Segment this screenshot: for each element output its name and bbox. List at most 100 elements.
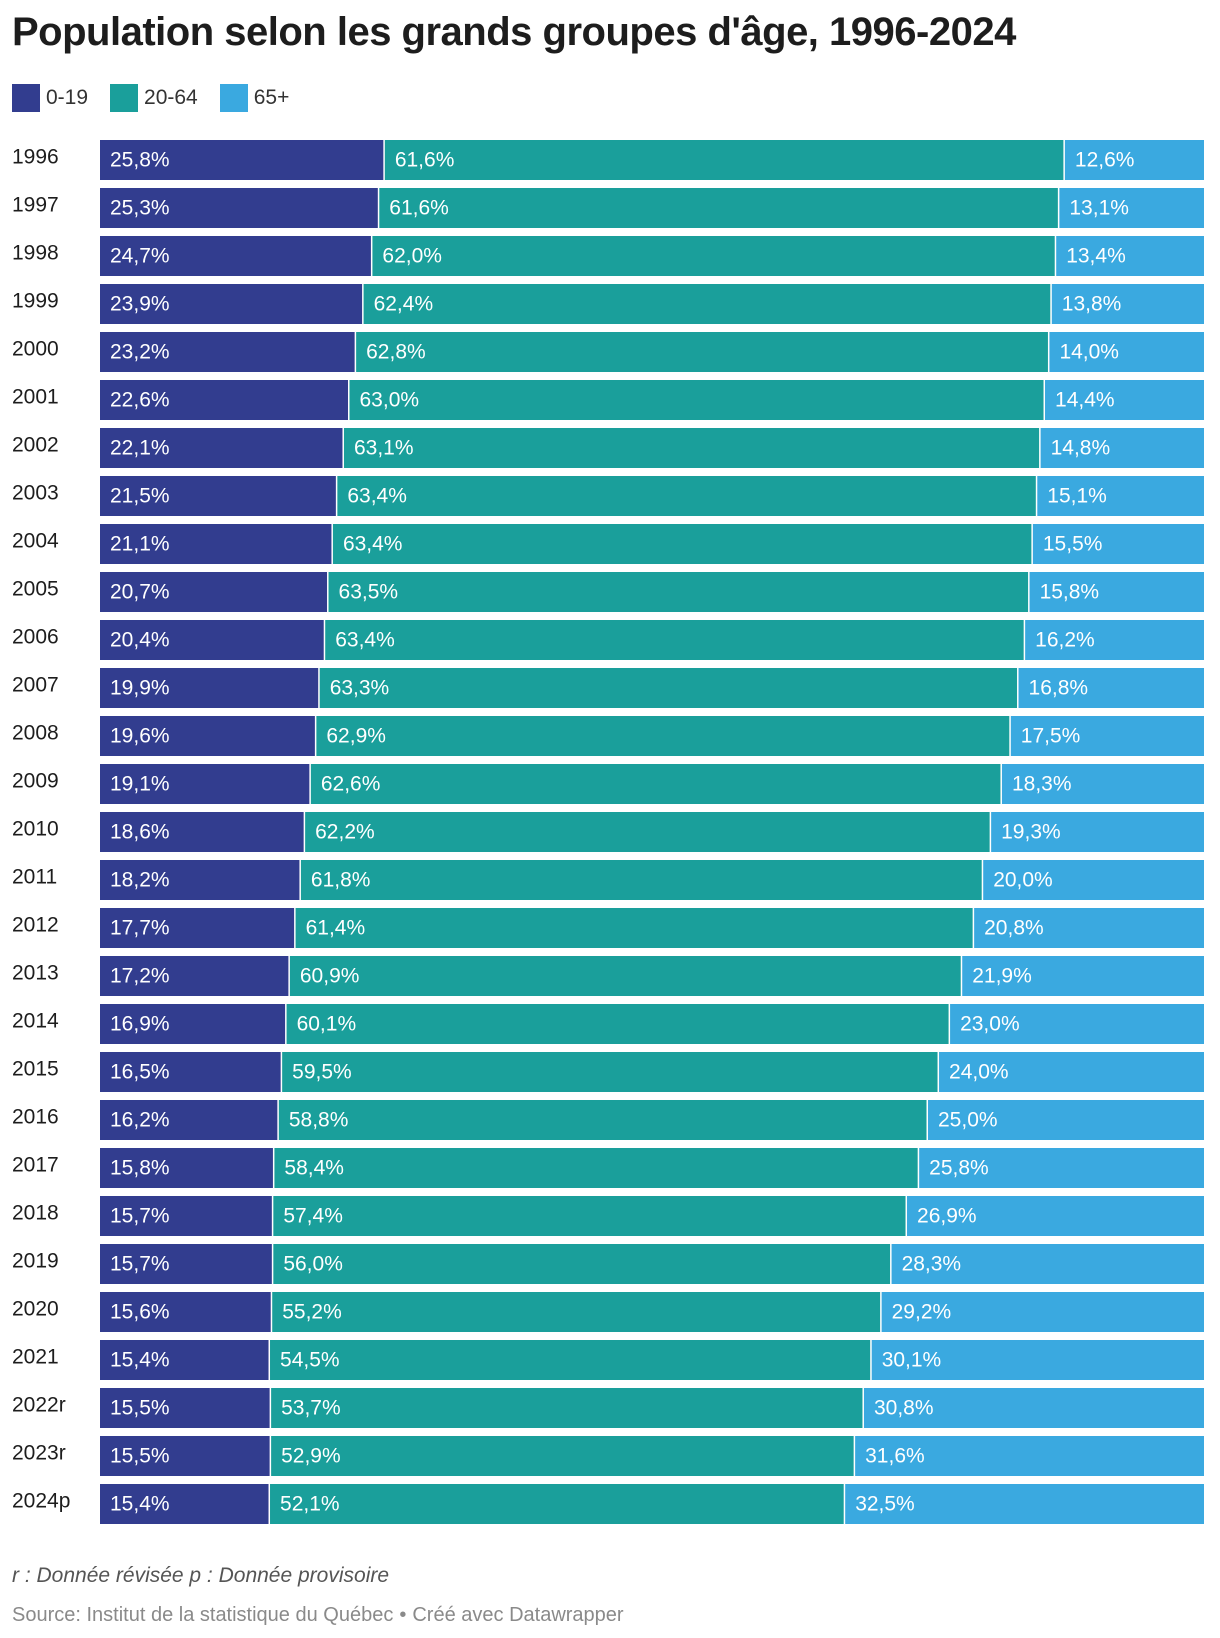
bar-20-64-2022r	[271, 1388, 863, 1428]
data-label-65-plus-2012: 20,8%	[984, 917, 1044, 940]
data-label-65-plus-2017: 25,8%	[929, 1157, 989, 1180]
data-label-0-19-2004: 21,1%	[110, 533, 170, 556]
data-label-0-19-2008: 19,6%	[110, 725, 170, 748]
bar-20-64-2001	[349, 380, 1044, 420]
category-label-2014: 2014	[12, 1010, 59, 1033]
data-label-65-plus-2011: 20,0%	[993, 869, 1053, 892]
bar-65-plus-2004	[1032, 524, 1204, 564]
bar-65-plus-2022r	[863, 1388, 1204, 1428]
data-label-20-64-2010: 62,2%	[315, 821, 375, 844]
data-label-20-64-2009: 62,6%	[321, 773, 381, 796]
bar-0-19-1999	[100, 284, 363, 324]
data-label-65-plus-2024p: 32,5%	[855, 1493, 915, 1516]
data-label-20-64-2019: 56,0%	[283, 1253, 343, 1276]
bar-20-64-1999	[363, 284, 1051, 324]
category-label-2024p: 2024p	[12, 1490, 70, 1513]
bar-65-plus-2005	[1029, 572, 1204, 612]
data-label-0-19-2018: 15,7%	[110, 1205, 170, 1228]
data-label-0-19-2019: 15,7%	[110, 1253, 170, 1276]
legend-item-0-19: 0-19	[12, 84, 88, 112]
data-label-0-19-2020: 15,6%	[110, 1301, 170, 1324]
data-label-20-64-2003: 63,4%	[347, 485, 407, 508]
data-label-65-plus-2018: 26,9%	[917, 1205, 977, 1228]
bar-65-plus-2010	[991, 812, 1204, 852]
bar-0-19-2004	[100, 524, 332, 564]
data-label-65-plus-2020: 29,2%	[892, 1301, 952, 1324]
data-label-20-64-2018: 57,4%	[283, 1205, 343, 1228]
bar-65-plus-2009	[1001, 764, 1204, 804]
bar-20-64-2019	[273, 1244, 891, 1284]
data-label-0-19-2002: 22,1%	[110, 437, 170, 460]
data-label-20-64-2021: 54,5%	[280, 1349, 340, 1372]
bar-65-plus-2007	[1018, 668, 1204, 708]
data-label-20-64-2017: 58,4%	[284, 1157, 344, 1180]
bar-0-19-2016	[100, 1100, 278, 1140]
data-label-20-64-2011: 61,8%	[311, 869, 371, 892]
category-label-1999: 1999	[12, 290, 59, 313]
stacked-bar-chart: 1996 25,8% 61,6% 12,6% 1997 25,3% 61,6% 13,1% 19…	[12, 140, 1204, 1524]
bar-0-19-2008	[100, 716, 315, 756]
category-label-2015: 2015	[12, 1058, 59, 1081]
legend-swatch-20-64	[110, 84, 139, 112]
category-label-2007: 2007	[12, 674, 59, 697]
category-label-2016: 2016	[12, 1106, 59, 1129]
data-label-0-19-2001: 22,6%	[110, 389, 170, 412]
data-label-0-19-1996: 25,8%	[110, 149, 170, 172]
bar-20-64-2020	[272, 1292, 881, 1332]
data-label-0-19-2016: 16,2%	[110, 1109, 170, 1132]
bar-0-19-2000	[100, 332, 355, 372]
category-label-2020: 2020	[12, 1298, 59, 1321]
data-label-20-64-2001: 63,0%	[360, 389, 420, 412]
bar-20-64-2008	[316, 716, 1010, 756]
data-label-20-64-2008: 62,9%	[326, 725, 386, 748]
data-label-0-19-2012: 17,7%	[110, 917, 170, 940]
bar-65-plus-2003	[1037, 476, 1204, 516]
bar-65-plus-2024p	[845, 1484, 1204, 1524]
bar-65-plus-2013	[962, 956, 1204, 996]
bar-0-19-2018	[100, 1196, 272, 1236]
bar-0-19-2020	[100, 1292, 271, 1332]
source-text: Source: Institut de la statistique du Qu…	[12, 1604, 394, 1626]
bar-20-64-2005	[328, 572, 1029, 612]
bar-20-64-2009	[310, 764, 1001, 804]
data-label-0-19-2011: 18,2%	[110, 869, 170, 892]
data-label-0-19-2005: 20,7%	[110, 581, 170, 604]
bar-0-19-2021	[100, 1340, 269, 1380]
bar-0-19-2005	[100, 572, 328, 612]
category-label-2010: 2010	[12, 818, 59, 841]
data-label-20-64-2022r: 53,7%	[281, 1397, 341, 1420]
bar-65-plus-2021	[871, 1340, 1204, 1380]
bar-0-19-2007	[100, 668, 319, 708]
data-label-0-19-2022r: 15,5%	[110, 1397, 170, 1420]
data-label-20-64-2002: 63,1%	[354, 437, 414, 460]
bar-20-64-2012	[295, 908, 973, 948]
bar-20-64-2016	[278, 1100, 927, 1140]
data-label-20-64-2005: 63,5%	[339, 581, 399, 604]
data-label-20-64-2006: 63,4%	[335, 629, 395, 652]
data-label-0-19-2021: 15,4%	[110, 1349, 170, 1372]
data-label-0-19-2009: 19,1%	[110, 773, 170, 796]
data-label-0-19-2007: 19,9%	[110, 677, 170, 700]
bar-20-64-2007	[319, 668, 1018, 708]
bar-65-plus-2016	[928, 1100, 1204, 1140]
bar-0-19-2024p	[100, 1484, 269, 1524]
bar-65-plus-2011	[983, 860, 1204, 900]
category-label-2000: 2000	[12, 338, 59, 361]
bar-0-19-2002	[100, 428, 343, 468]
category-label-2021: 2021	[12, 1346, 59, 1369]
data-label-0-19-1999: 23,9%	[110, 293, 170, 316]
bar-65-plus-2006	[1025, 620, 1204, 660]
category-label-1997: 1997	[12, 194, 59, 217]
legend-item-65-plus: 65+	[219, 84, 289, 112]
data-label-20-64-2013: 60,9%	[300, 965, 360, 988]
bar-0-19-2012	[100, 908, 295, 948]
bar-0-19-1998	[100, 236, 371, 276]
data-label-20-64-2007: 63,3%	[330, 677, 390, 700]
data-label-20-64-1996: 61,6%	[395, 149, 455, 172]
data-label-20-64-1998: 62,0%	[382, 245, 442, 268]
data-label-0-19-2010: 18,6%	[110, 821, 170, 844]
bar-0-19-2017	[100, 1148, 273, 1188]
legend-label-20-64: 20-64	[144, 86, 198, 109]
bar-0-19-2013	[100, 956, 289, 996]
data-label-0-19-2003: 21,5%	[110, 485, 170, 508]
